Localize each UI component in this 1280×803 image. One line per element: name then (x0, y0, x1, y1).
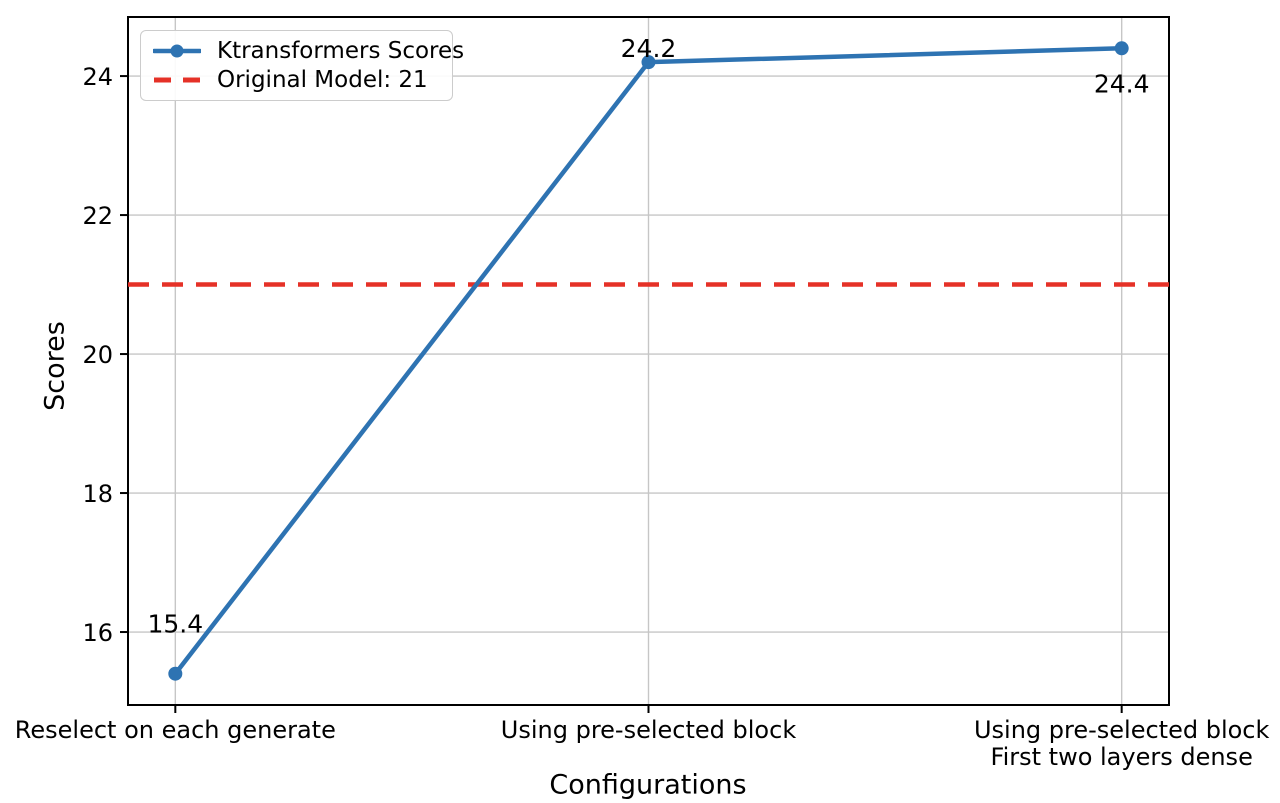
legend-reference-label: Original Model: 21 (217, 66, 428, 93)
data-point (641, 55, 656, 70)
data-point (1114, 41, 1129, 56)
legend-series-label: Ktransformers Scores (217, 37, 465, 64)
x-axis-title: Configurations (549, 769, 747, 801)
legend: Ktransformers Scores Original Model: 21 (140, 30, 464, 101)
x-tick-label: Reselect on each generate (15, 716, 336, 744)
point-value-label: 15.4 (147, 610, 203, 639)
legend-item-series: Ktransformers Scores (153, 39, 464, 63)
legend-item-reference: Original Model: 21 (153, 66, 440, 93)
point-value-label: 24.4 (1094, 69, 1150, 98)
dashed-line-icon (154, 77, 200, 83)
y-tick-label: 22 (82, 202, 113, 230)
line-with-dot-icon (153, 44, 201, 58)
y-tick-label: 18 (82, 480, 113, 508)
x-tick-label: Using pre-selected block First two layers… (974, 716, 1270, 771)
y-tick-label: 16 (82, 619, 113, 647)
y-tick-label: 20 (82, 341, 113, 369)
y-tick-label: 24 (82, 63, 113, 91)
data-point (168, 666, 183, 681)
y-axis-title: Scores (39, 321, 71, 411)
point-value-label: 24.2 (621, 34, 677, 63)
x-tick-label: Using pre-selected block (501, 716, 797, 744)
